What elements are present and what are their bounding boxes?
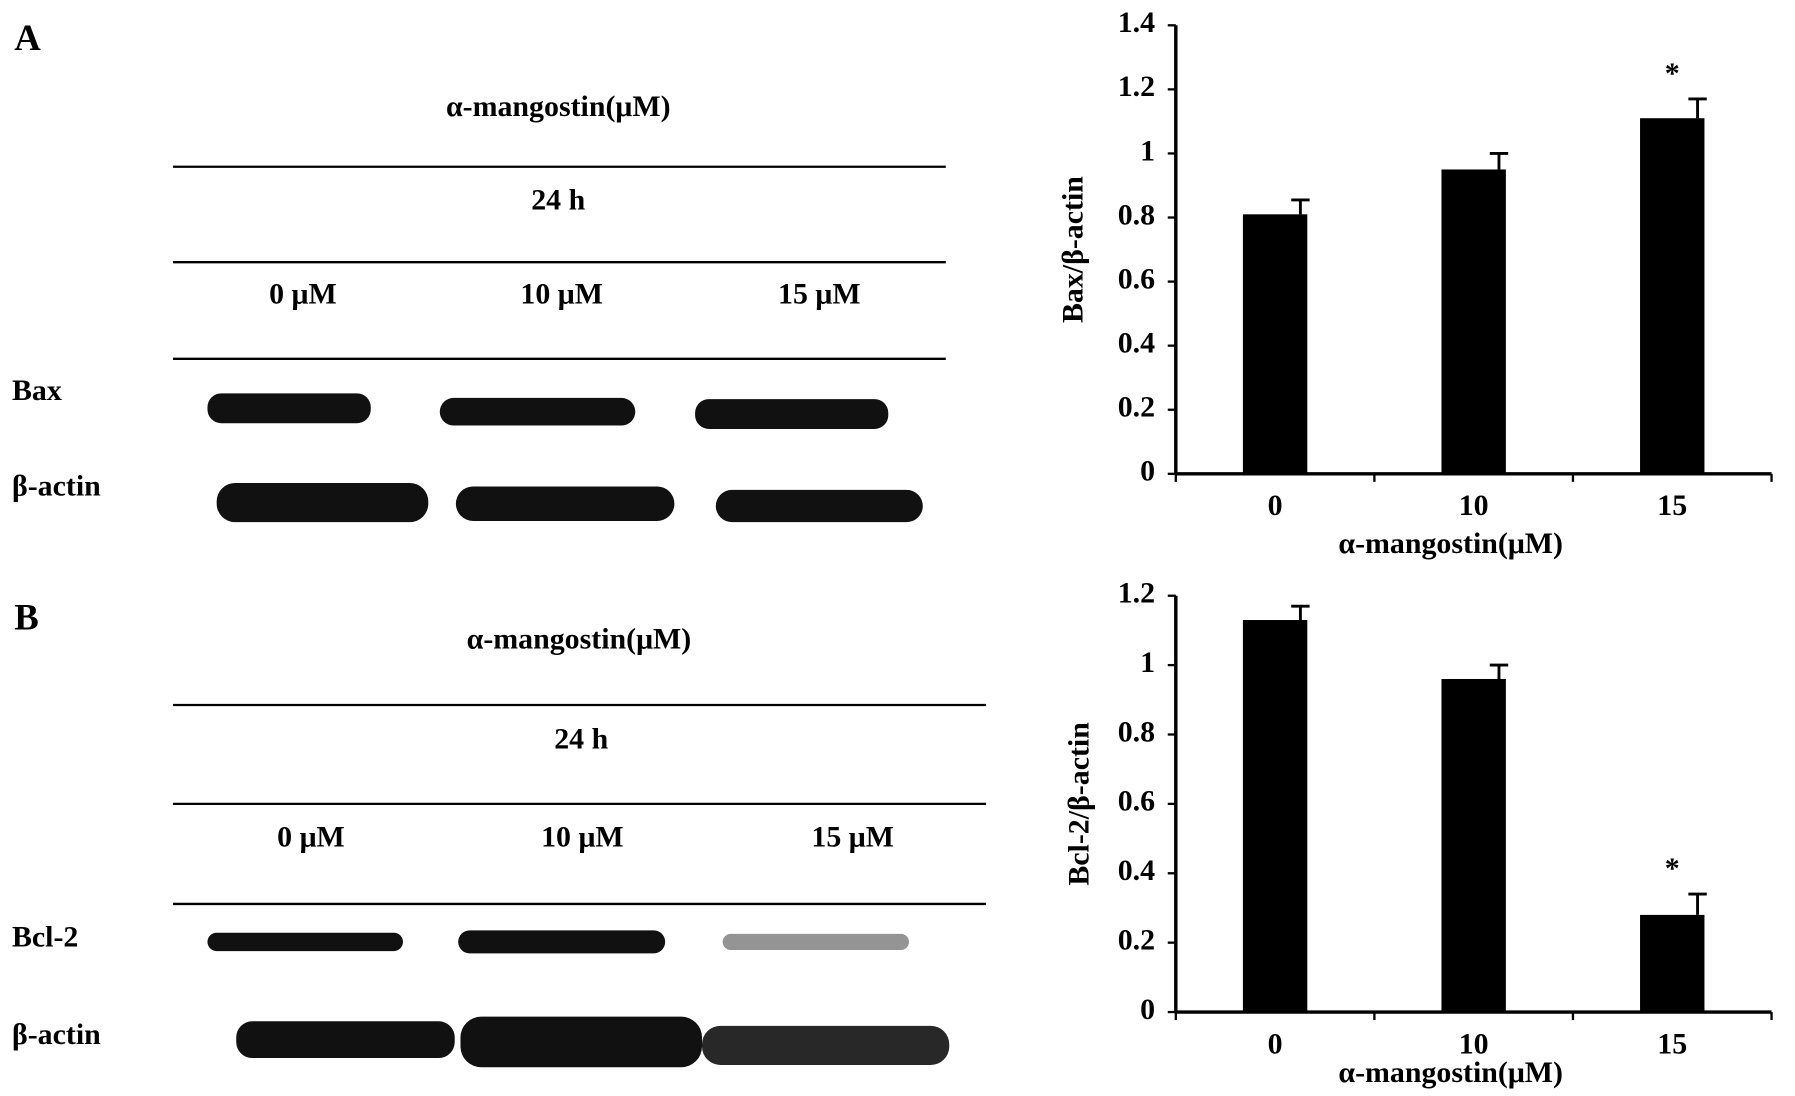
dose-label: 10 μM bbox=[520, 278, 603, 311]
error-bar bbox=[1291, 604, 1310, 621]
error-bar bbox=[1688, 97, 1707, 119]
blot-bands bbox=[207, 393, 923, 523]
y-tick-label: 0.6 bbox=[1118, 262, 1155, 295]
time-label: 24 h bbox=[531, 183, 585, 216]
x-axis-label: α-mangostin(μM) bbox=[1338, 527, 1563, 560]
blot-header: α-mangostin(μM) bbox=[446, 90, 671, 123]
y-axis-label: Bax/β-actin bbox=[1057, 176, 1090, 323]
significance: * bbox=[1665, 57, 1680, 90]
x-tick-label: 0 bbox=[1268, 489, 1283, 522]
dose-label: 10 μM bbox=[541, 820, 624, 853]
dose-label: 0 μM bbox=[269, 278, 337, 311]
y-tick-label: 0 bbox=[1140, 993, 1155, 1026]
y-tick-label: 0.4 bbox=[1118, 327, 1155, 360]
y-tick-label: 0.8 bbox=[1118, 715, 1155, 748]
bar bbox=[1640, 118, 1705, 474]
error-bar bbox=[1688, 892, 1707, 915]
y-tick-label: 0.2 bbox=[1118, 924, 1155, 957]
y-tick-label: 0.2 bbox=[1118, 391, 1155, 424]
y-axis-label: Bcl-2/β-actin bbox=[1062, 722, 1095, 886]
y-tick-label: 0 bbox=[1140, 455, 1155, 488]
bar bbox=[1441, 169, 1506, 474]
y-tick-label: 0.6 bbox=[1118, 785, 1155, 818]
x-tick-label: 0 bbox=[1268, 1027, 1283, 1060]
time-label: 24 h bbox=[554, 723, 608, 756]
blot-bands bbox=[207, 930, 950, 1068]
x-tick-label: 15 bbox=[1657, 489, 1687, 522]
x-tick-label: 10 bbox=[1459, 489, 1489, 522]
x-tick-label: 10 bbox=[1459, 1027, 1489, 1060]
bar bbox=[1242, 620, 1308, 1013]
error-bar bbox=[1489, 663, 1509, 679]
dose-label: 0 μM bbox=[277, 820, 345, 853]
y-tick-label: 0.8 bbox=[1118, 198, 1155, 231]
x-axis-label: α-mangostin(μM) bbox=[1338, 1056, 1563, 1089]
panel-label: B bbox=[14, 596, 39, 637]
panel-label: A bbox=[14, 17, 41, 58]
bar bbox=[1242, 214, 1308, 474]
dose-label: 15 μM bbox=[778, 278, 861, 311]
x-tick-label: 15 bbox=[1657, 1027, 1687, 1060]
bar bbox=[1640, 914, 1705, 1013]
error-bar bbox=[1291, 198, 1310, 215]
blot-header: α-mangostin(μM) bbox=[467, 623, 692, 656]
y-tick-label: 1.4 bbox=[1118, 6, 1155, 39]
bar bbox=[1441, 678, 1506, 1013]
y-tick-label: 1 bbox=[1140, 134, 1155, 167]
row-label: β-actin bbox=[12, 470, 101, 503]
row-label: Bax bbox=[12, 374, 62, 407]
error-bar bbox=[1489, 152, 1509, 170]
y-tick-label: 0.4 bbox=[1118, 854, 1155, 887]
y-tick-label: 1.2 bbox=[1118, 577, 1155, 610]
y-tick-label: 1 bbox=[1140, 646, 1155, 679]
y-tick-label: 1.2 bbox=[1118, 70, 1155, 103]
significance: * bbox=[1665, 852, 1680, 885]
row-label: Bcl-2 bbox=[12, 920, 78, 953]
row-label: β-actin bbox=[12, 1018, 101, 1051]
dose-label: 15 μM bbox=[811, 820, 894, 853]
